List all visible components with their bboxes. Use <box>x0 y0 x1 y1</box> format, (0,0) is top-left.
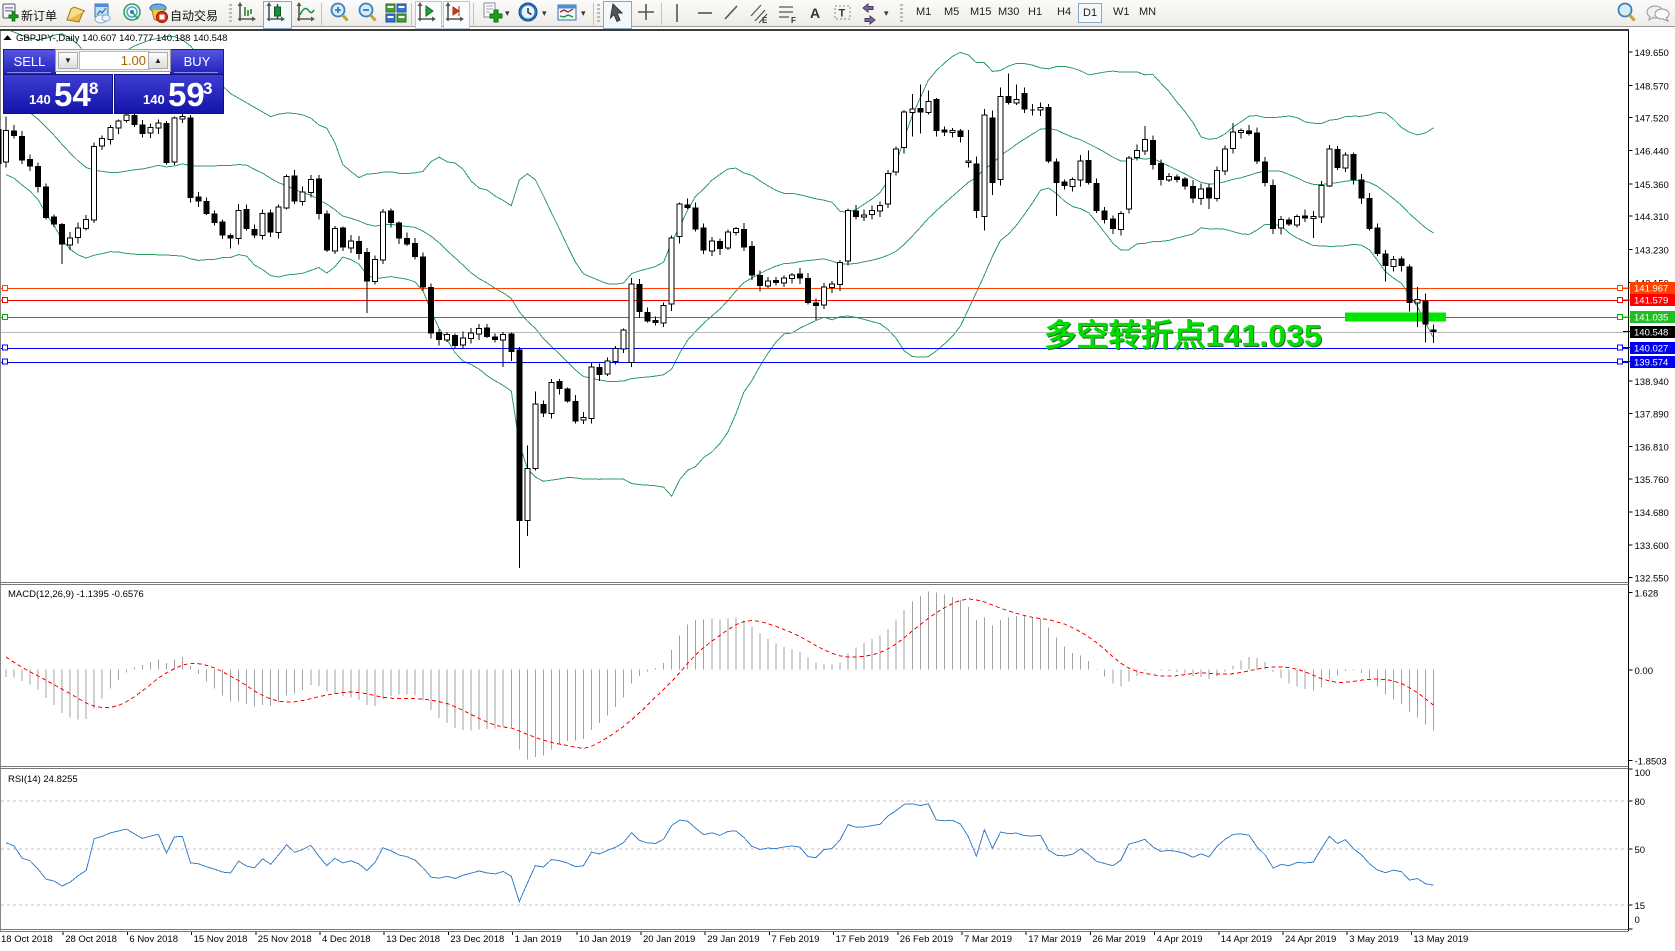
svg-text:25 Nov 2018: 25 Nov 2018 <box>258 934 312 945</box>
svg-text:4 Apr 2019: 4 Apr 2019 <box>1157 934 1203 945</box>
svg-text:E: E <box>762 16 768 25</box>
svg-text:28 Oct 2018: 28 Oct 2018 <box>65 934 117 945</box>
svg-text:138.940: 138.940 <box>1635 377 1669 388</box>
svg-text:15 Nov 2018: 15 Nov 2018 <box>194 934 248 945</box>
svg-text:143.230: 143.230 <box>1635 245 1669 256</box>
svg-text:140.548: 140.548 <box>1634 328 1668 339</box>
svg-text:13 May 2019: 13 May 2019 <box>1413 934 1468 945</box>
svg-text:15: 15 <box>1635 901 1646 912</box>
svg-text:24 Apr 2019: 24 Apr 2019 <box>1285 934 1336 945</box>
svg-text:133.600: 133.600 <box>1635 541 1669 552</box>
svg-text:80: 80 <box>1635 797 1646 808</box>
svg-text:141.579: 141.579 <box>1634 296 1668 307</box>
svg-text:134.680: 134.680 <box>1635 508 1669 519</box>
svg-text:13 Dec 2018: 13 Dec 2018 <box>386 934 440 945</box>
svg-text:145.360: 145.360 <box>1635 180 1669 191</box>
svg-text:多空转折点141.035: 多空转折点141.035 <box>1044 318 1322 353</box>
svg-text:10 Jan 2019: 10 Jan 2019 <box>579 934 631 945</box>
svg-text:T: T <box>839 8 846 20</box>
svg-text:135.760: 135.760 <box>1635 475 1669 486</box>
svg-text:-1.8503: -1.8503 <box>1635 757 1667 768</box>
svg-text:26 Feb 2019: 26 Feb 2019 <box>900 934 953 945</box>
svg-text:0.00: 0.00 <box>1635 666 1654 677</box>
svg-text:29 Jan 2019: 29 Jan 2019 <box>707 934 759 945</box>
svg-text:14 Apr 2019: 14 Apr 2019 <box>1221 934 1272 945</box>
svg-text:1 Jan 2019: 1 Jan 2019 <box>515 934 562 945</box>
svg-text:3 May 2019: 3 May 2019 <box>1349 934 1399 945</box>
svg-text:148.570: 148.570 <box>1635 81 1669 92</box>
svg-text:17 Mar 2019: 17 Mar 2019 <box>1028 934 1081 945</box>
svg-text:50: 50 <box>1635 845 1646 856</box>
svg-text:RSI(14) 24.8255: RSI(14) 24.8255 <box>8 774 78 785</box>
svg-text:149.650: 149.650 <box>1635 48 1669 59</box>
svg-text:147.520: 147.520 <box>1635 114 1669 125</box>
svg-text:1.628: 1.628 <box>1635 589 1659 600</box>
svg-text:F: F <box>791 16 796 25</box>
svg-text:0: 0 <box>1635 915 1640 926</box>
svg-text:18 Oct 2018: 18 Oct 2018 <box>1 934 53 945</box>
svg-text:7 Feb 2019: 7 Feb 2019 <box>771 934 819 945</box>
svg-text:136.810: 136.810 <box>1635 443 1669 454</box>
svg-text:146.440: 146.440 <box>1635 147 1669 158</box>
svg-text:100: 100 <box>1635 768 1651 779</box>
svg-text:26 Mar 2019: 26 Mar 2019 <box>1092 934 1145 945</box>
svg-text:6 Nov 2018: 6 Nov 2018 <box>129 934 178 945</box>
svg-text:4 Dec 2018: 4 Dec 2018 <box>322 934 371 945</box>
svg-text:139.574: 139.574 <box>1634 358 1668 369</box>
svg-text:23 Dec 2018: 23 Dec 2018 <box>450 934 504 945</box>
svg-text:GBPJPY-,Daily 140.607 140.777: GBPJPY-,Daily 140.607 140.777 140.188 14… <box>16 33 227 44</box>
svg-text:20 Jan 2019: 20 Jan 2019 <box>643 934 695 945</box>
svg-text:141.967: 141.967 <box>1634 284 1668 295</box>
svg-text:17 Feb 2019: 17 Feb 2019 <box>836 934 889 945</box>
svg-text:132.550: 132.550 <box>1635 573 1669 584</box>
svg-text:140.027: 140.027 <box>1634 344 1668 355</box>
svg-text:多空转折点141.035: 多空转折点141.035 <box>1045 319 1323 354</box>
svg-text:7 Mar 2019: 7 Mar 2019 <box>964 934 1012 945</box>
svg-text:141.035: 141.035 <box>1634 313 1668 324</box>
svg-text:MACD(12,26,9) -1.1395 -0.6576: MACD(12,26,9) -1.1395 -0.6576 <box>8 589 144 600</box>
svg-text:137.890: 137.890 <box>1635 409 1669 420</box>
svg-text:144.310: 144.310 <box>1635 212 1669 223</box>
